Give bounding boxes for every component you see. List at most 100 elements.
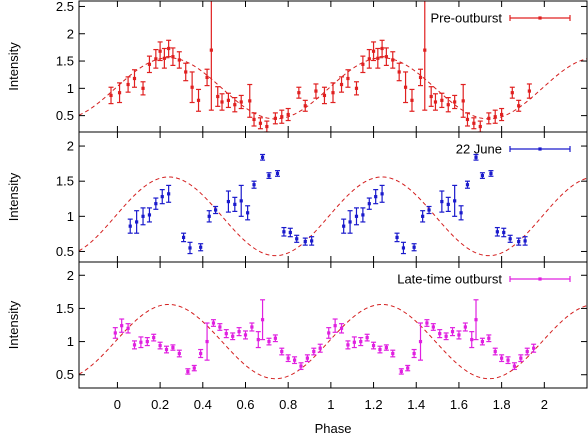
data-point xyxy=(287,227,293,238)
point-marker xyxy=(218,325,222,329)
point-marker xyxy=(346,343,350,347)
point-marker xyxy=(280,115,284,119)
point-marker xyxy=(380,192,384,196)
data-point xyxy=(332,318,338,333)
data-point xyxy=(360,55,366,74)
point-marker xyxy=(167,192,171,196)
data-point xyxy=(225,92,231,109)
data-point xyxy=(405,364,411,372)
point-marker xyxy=(478,124,482,129)
data-point xyxy=(257,117,263,130)
data-point xyxy=(499,107,505,122)
point-marker xyxy=(339,82,344,87)
point-marker xyxy=(239,100,243,104)
point-marker xyxy=(260,155,265,159)
data-point xyxy=(317,343,323,353)
point-marker xyxy=(380,46,384,51)
data-point xyxy=(204,322,210,361)
point-marker xyxy=(141,86,145,90)
data-point xyxy=(313,83,319,99)
data-point xyxy=(134,210,140,234)
data-point xyxy=(509,86,515,99)
point-marker xyxy=(237,330,241,334)
point-marker xyxy=(207,214,211,218)
data-point xyxy=(125,76,131,93)
point-marker xyxy=(470,337,474,342)
y-tick-label: 1.5 xyxy=(56,54,74,69)
point-marker xyxy=(177,351,181,356)
y-tick-label: 2 xyxy=(67,139,74,154)
data-point xyxy=(479,172,485,179)
point-marker xyxy=(226,199,231,204)
point-marker xyxy=(429,94,433,99)
data-point xyxy=(409,88,415,112)
point-marker xyxy=(480,173,485,178)
point-marker xyxy=(512,364,517,368)
point-marker xyxy=(493,115,497,119)
point-marker xyxy=(205,339,209,344)
data-point xyxy=(251,180,257,189)
legend-marker xyxy=(538,16,542,20)
point-marker xyxy=(395,235,399,240)
point-marker xyxy=(128,224,132,228)
y-axis-label: Intensity xyxy=(6,42,21,91)
data-point xyxy=(418,68,424,87)
point-marker xyxy=(406,366,410,370)
data-point xyxy=(176,51,182,69)
point-marker xyxy=(120,324,124,328)
data-point xyxy=(185,368,191,375)
point-marker xyxy=(322,93,327,98)
point-marker xyxy=(500,356,504,360)
point-marker xyxy=(267,173,271,178)
point-marker xyxy=(418,339,423,344)
point-marker xyxy=(147,213,152,217)
point-marker xyxy=(495,230,499,234)
point-marker xyxy=(480,339,485,344)
data-point xyxy=(213,205,219,215)
point-marker xyxy=(280,349,284,354)
data-points-1 xyxy=(108,1,532,132)
data-point xyxy=(428,86,434,107)
y-tick-label: 1 xyxy=(67,209,74,224)
data-point xyxy=(445,196,451,213)
data-point xyxy=(494,226,500,237)
point-marker xyxy=(453,100,457,104)
point-marker xyxy=(292,358,297,362)
data-point xyxy=(183,62,189,82)
data-point xyxy=(339,323,345,334)
point-marker xyxy=(327,331,331,335)
data-point xyxy=(524,347,530,356)
point-marker xyxy=(384,345,388,350)
data-point xyxy=(330,82,336,104)
point-marker xyxy=(446,103,450,107)
data-point xyxy=(383,47,389,67)
y-tick-label: 1 xyxy=(67,334,74,349)
data-point xyxy=(302,237,308,246)
data-point xyxy=(164,345,170,354)
point-marker xyxy=(126,82,130,87)
data-point xyxy=(505,356,511,365)
data-point xyxy=(347,210,353,234)
data-point xyxy=(176,349,182,358)
point-marker xyxy=(459,211,463,215)
data-point xyxy=(196,88,202,112)
data-point xyxy=(198,243,204,252)
data-point xyxy=(157,341,163,350)
data-point xyxy=(219,93,225,111)
point-marker xyxy=(378,347,382,352)
point-marker xyxy=(199,245,203,249)
point-marker xyxy=(421,214,425,218)
data-point xyxy=(302,99,308,112)
y-tick-label: 1 xyxy=(67,81,74,96)
data-point xyxy=(230,332,236,341)
data-point xyxy=(526,83,532,99)
data-point xyxy=(477,120,483,132)
data-point xyxy=(507,234,513,243)
x-tick-label: 0.6 xyxy=(236,397,254,412)
data-point xyxy=(119,318,125,333)
point-marker xyxy=(367,57,371,61)
data-point xyxy=(157,41,163,62)
point-marker xyxy=(371,49,376,53)
point-marker xyxy=(288,230,292,235)
point-marker xyxy=(273,116,277,120)
